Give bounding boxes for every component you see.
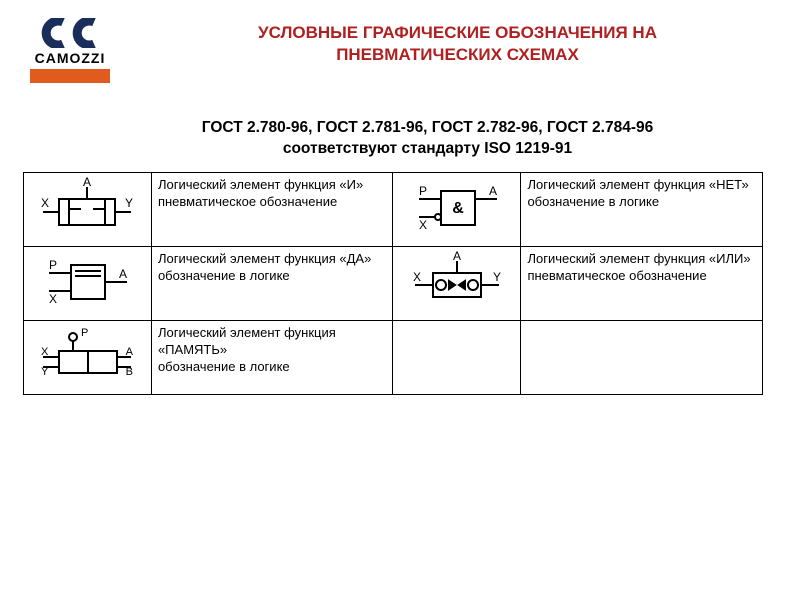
svg-text:&: & xyxy=(452,200,464,217)
desc-line1: Логический элемент функция «ИЛИ» xyxy=(527,251,750,266)
svg-text:Y: Y xyxy=(41,366,49,378)
symbols-table: A X Y Логический элемент функция «И» пне… xyxy=(23,172,763,395)
svg-text:X: X xyxy=(419,218,427,232)
desc-cell: Логический элемент функция «ДА» обозначе… xyxy=(151,247,393,321)
brand-logo: CAMOZZI xyxy=(30,18,110,83)
table-row: A X Y Логический элемент функция «И» пне… xyxy=(24,173,763,247)
subtitle-line2: соответствуют стандарту ISO 1219-91 xyxy=(283,140,572,157)
symbol-cell-and-pneumatic: A X Y xyxy=(24,173,152,247)
symbol-cell-not-logic: & P X A xyxy=(393,173,521,247)
svg-text:P: P xyxy=(81,327,88,339)
svg-text:A: A xyxy=(489,184,497,198)
svg-text:X: X xyxy=(41,346,49,358)
desc-cell: Логический элемент функция «И» пневматич… xyxy=(151,173,393,247)
and-pneumatic-icon: A X Y xyxy=(35,177,139,237)
desc-line2: обозначение в логике xyxy=(158,268,290,283)
svg-text:X: X xyxy=(41,196,49,210)
logo-underline-bar xyxy=(30,69,110,83)
desc-cell: Логический элемент функция «ИЛИ» пневмат… xyxy=(521,247,763,321)
svg-text:X: X xyxy=(49,292,57,306)
svg-text:A: A xyxy=(126,346,134,358)
svg-text:P: P xyxy=(419,184,427,198)
svg-text:P: P xyxy=(49,258,57,272)
memory-logic-icon: P X Y A B xyxy=(35,325,139,385)
svg-text:X: X xyxy=(413,270,421,284)
standards-subtitle: ГОСТ 2.780-96, ГОСТ 2.781-96, ГОСТ 2.782… xyxy=(115,118,740,160)
svg-text:B: B xyxy=(126,366,133,378)
desc-line2: пневматическое обозначение xyxy=(527,268,706,283)
desc-cell: Логический элемент функция «НЕТ» обознач… xyxy=(521,173,763,247)
not-logic-icon: & P X A xyxy=(405,177,509,237)
desc-line2: обозначение в логике xyxy=(527,194,659,209)
desc-line2: обозначение в логике xyxy=(158,359,290,374)
desc-cell-empty xyxy=(521,321,763,395)
desc-cell: Логический элемент функция «ПАМЯТЬ» обоз… xyxy=(151,321,393,395)
desc-line1: Логический элемент функция «НЕТ» xyxy=(527,177,748,192)
table-row: P X Y A B Логический элемент функция «ПА… xyxy=(24,321,763,395)
desc-line2: пневматическое обозначение xyxy=(158,194,337,209)
svg-text:A: A xyxy=(83,177,91,189)
symbol-cell-empty xyxy=(393,321,521,395)
or-pneumatic-icon: A X Y xyxy=(405,251,509,311)
svg-text:A: A xyxy=(453,251,461,263)
yes-logic-icon: P X A xyxy=(35,251,139,311)
desc-line1: Логический элемент функция «ПАМЯТЬ» xyxy=(158,325,336,357)
symbol-cell-yes-logic: P X A xyxy=(24,247,152,321)
svg-text:Y: Y xyxy=(493,270,501,284)
logo-mark xyxy=(41,18,100,48)
svg-text:A: A xyxy=(119,267,127,281)
page-title: УСЛОВНЫЕ ГРАФИЧЕСКИЕ ОБОЗНАЧЕНИЯ НА ПНЕВ… xyxy=(175,22,740,66)
logo-text: CAMOZZI xyxy=(35,50,106,66)
subtitle-line1: ГОСТ 2.780-96, ГОСТ 2.781-96, ГОСТ 2.782… xyxy=(202,119,653,136)
table-row: P X A Логический элемент функция «ДА» об… xyxy=(24,247,763,321)
symbol-cell-or-pneumatic: A X Y xyxy=(393,247,521,321)
svg-text:Y: Y xyxy=(125,196,133,210)
desc-line1: Логический элемент функция «И» xyxy=(158,177,363,192)
symbol-cell-memory-logic: P X Y A B xyxy=(24,321,152,395)
desc-line1: Логический элемент функция «ДА» xyxy=(158,251,371,266)
